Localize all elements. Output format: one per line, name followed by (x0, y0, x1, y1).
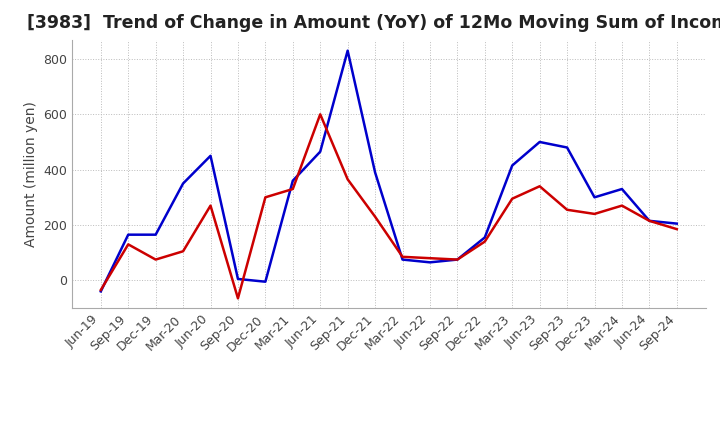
Ordinary Income (261, 279, 270, 284)
Y-axis label: Amount (million yen): Amount (million yen) (24, 101, 37, 247)
Ordinary Income (536, 139, 544, 145)
Net Income (316, 112, 325, 117)
Net Income (618, 203, 626, 208)
Net Income (563, 207, 572, 213)
Net Income (453, 257, 462, 262)
Ordinary Income (453, 257, 462, 262)
Net Income (261, 194, 270, 200)
Ordinary Income (508, 163, 516, 168)
Ordinary Income (590, 194, 599, 200)
Net Income (124, 242, 132, 247)
Title: [3983]  Trend of Change in Amount (YoY) of 12Mo Moving Sum of Incomes: [3983] Trend of Change in Amount (YoY) o… (27, 15, 720, 33)
Net Income (672, 227, 681, 232)
Ordinary Income (672, 221, 681, 226)
Net Income (233, 296, 242, 301)
Ordinary Income (316, 149, 325, 154)
Ordinary Income (398, 257, 407, 262)
Net Income (645, 218, 654, 224)
Net Income (426, 256, 434, 261)
Ordinary Income (151, 232, 160, 237)
Ordinary Income (343, 48, 352, 53)
Ordinary Income (563, 145, 572, 150)
Net Income (343, 177, 352, 182)
Ordinary Income (289, 178, 297, 183)
Net Income (371, 214, 379, 219)
Ordinary Income (96, 289, 105, 294)
Net Income (590, 211, 599, 216)
Line: Net Income: Net Income (101, 114, 677, 298)
Ordinary Income (124, 232, 132, 237)
Net Income (206, 203, 215, 208)
Ordinary Income (618, 187, 626, 192)
Ordinary Income (371, 170, 379, 175)
Net Income (151, 257, 160, 262)
Ordinary Income (233, 276, 242, 282)
Net Income (179, 249, 187, 254)
Line: Ordinary Income: Ordinary Income (101, 51, 677, 291)
Net Income (480, 239, 489, 244)
Ordinary Income (480, 235, 489, 240)
Ordinary Income (645, 218, 654, 224)
Ordinary Income (179, 181, 187, 186)
Net Income (289, 187, 297, 192)
Net Income (508, 196, 516, 202)
Ordinary Income (206, 153, 215, 158)
Net Income (398, 254, 407, 260)
Net Income (96, 287, 105, 293)
Ordinary Income (426, 260, 434, 265)
Net Income (536, 183, 544, 189)
